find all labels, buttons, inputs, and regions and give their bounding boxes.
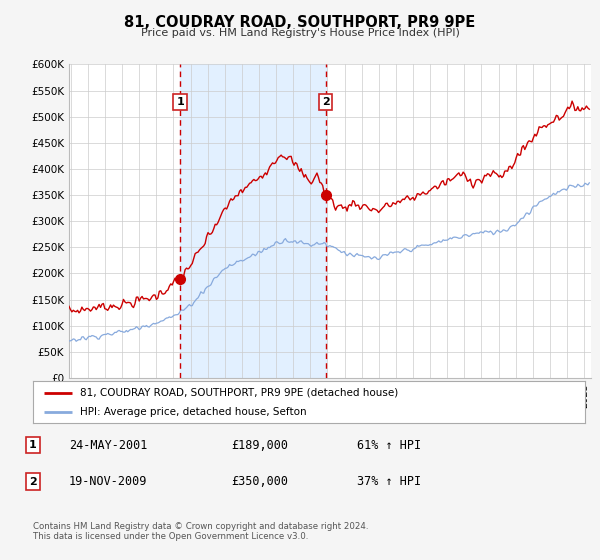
Text: £189,000: £189,000: [231, 438, 288, 452]
Text: £350,000: £350,000: [231, 475, 288, 488]
Text: 1: 1: [29, 440, 37, 450]
Text: 61% ↑ HPI: 61% ↑ HPI: [357, 438, 421, 452]
Text: 81, COUDRAY ROAD, SOUTHPORT, PR9 9PE (detached house): 81, COUDRAY ROAD, SOUTHPORT, PR9 9PE (de…: [80, 388, 398, 398]
Text: 1: 1: [176, 97, 184, 107]
Text: 81, COUDRAY ROAD, SOUTHPORT, PR9 9PE: 81, COUDRAY ROAD, SOUTHPORT, PR9 9PE: [124, 15, 476, 30]
Text: 19-NOV-2009: 19-NOV-2009: [69, 475, 148, 488]
Text: 24-MAY-2001: 24-MAY-2001: [69, 438, 148, 452]
Text: HPI: Average price, detached house, Sefton: HPI: Average price, detached house, Seft…: [80, 407, 307, 417]
Text: 2: 2: [322, 97, 329, 107]
Text: Contains HM Land Registry data © Crown copyright and database right 2024.
This d: Contains HM Land Registry data © Crown c…: [33, 522, 368, 542]
Bar: [180, 64, 326, 378]
Text: 2: 2: [29, 477, 37, 487]
Text: Price paid vs. HM Land Registry's House Price Index (HPI): Price paid vs. HM Land Registry's House …: [140, 28, 460, 38]
Text: 37% ↑ HPI: 37% ↑ HPI: [357, 475, 421, 488]
